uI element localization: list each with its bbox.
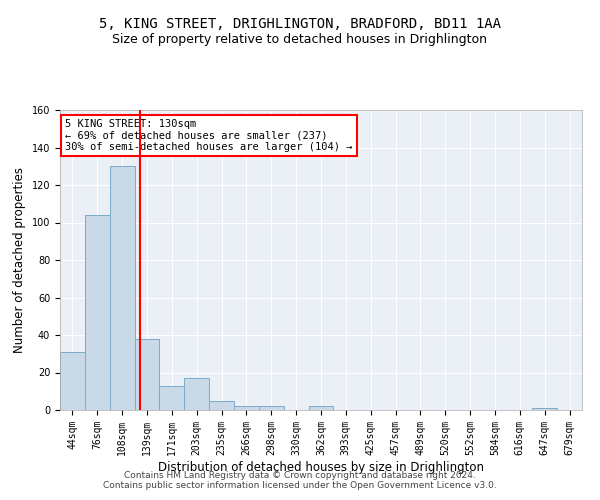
Bar (85, 215, 110, 410)
Bar (60, 352, 85, 410)
Bar (209, 400, 234, 410)
Bar (308, 406, 334, 410)
Bar (184, 378, 209, 410)
Bar (532, 408, 557, 410)
Text: 5, KING STREET, DRIGHLINGTON, BRADFORD, BD11 1AA: 5, KING STREET, DRIGHLINGTON, BRADFORD, … (99, 18, 501, 32)
Text: Contains HM Land Registry data © Crown copyright and database right 2024.
Contai: Contains HM Land Registry data © Crown c… (103, 470, 497, 490)
Y-axis label: Number of detached properties: Number of detached properties (13, 167, 26, 353)
Bar (234, 406, 259, 410)
Bar (110, 166, 134, 410)
Text: 5 KING STREET: 130sqm
← 69% of detached houses are smaller (237)
30% of semi-det: 5 KING STREET: 130sqm ← 69% of detached … (65, 119, 353, 152)
Bar (160, 386, 184, 410)
Bar (134, 339, 160, 410)
X-axis label: Distribution of detached houses by size in Drighlington: Distribution of detached houses by size … (158, 460, 484, 473)
Text: Size of property relative to detached houses in Drighlington: Size of property relative to detached ho… (113, 32, 487, 46)
Bar (259, 406, 284, 410)
